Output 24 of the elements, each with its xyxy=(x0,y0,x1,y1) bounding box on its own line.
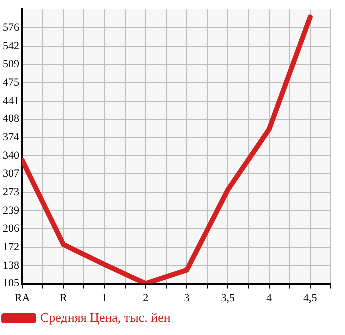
y-tick-label: 105 xyxy=(3,278,20,290)
x-tick-label: 4,5 xyxy=(304,292,318,304)
y-tick-label: 239 xyxy=(3,204,20,217)
y-tick-label: 542 xyxy=(3,40,20,52)
y-tick-label: 475 xyxy=(3,76,20,89)
y-tick-label: 340 xyxy=(3,150,20,162)
x-tick-label: R xyxy=(60,292,68,304)
x-tick-label: 2 xyxy=(143,292,149,304)
y-tick-label: 408 xyxy=(3,113,20,126)
y-tick-label: 374 xyxy=(3,132,20,144)
y-tick-label: 172 xyxy=(3,241,20,254)
y-tick-label: 206 xyxy=(3,222,20,235)
legend-label: Средняя Цена, тыс. йен xyxy=(40,310,171,325)
x-tick-label: RA xyxy=(14,292,30,304)
y-tick-label: 509 xyxy=(3,58,20,70)
y-tick-label: 273 xyxy=(3,186,20,198)
x-tick-label: 3 xyxy=(184,292,190,304)
x-tick-label: 4 xyxy=(266,292,273,304)
y-tick-label: 138 xyxy=(3,260,20,272)
y-tick-label: 441 xyxy=(3,95,20,108)
y-tick-label: 576 xyxy=(3,22,20,34)
y-tick-label: 307 xyxy=(3,168,20,180)
x-tick-label: 1 xyxy=(102,292,108,304)
x-tick-label: 3,5 xyxy=(221,292,236,304)
